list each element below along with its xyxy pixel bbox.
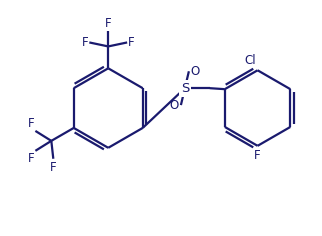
Text: O: O	[170, 99, 179, 112]
Text: O: O	[191, 65, 200, 78]
Text: F: F	[105, 17, 111, 30]
Text: F: F	[128, 36, 135, 49]
Text: F: F	[82, 36, 88, 49]
Text: F: F	[28, 152, 34, 165]
Text: F: F	[28, 117, 34, 130]
Text: F: F	[50, 161, 57, 174]
Text: Cl: Cl	[244, 54, 256, 67]
Text: F: F	[254, 149, 261, 162]
Text: S: S	[181, 82, 189, 95]
